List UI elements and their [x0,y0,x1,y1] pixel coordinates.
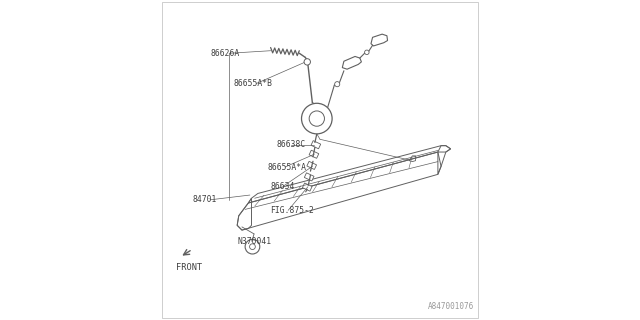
Text: 86655A*A: 86655A*A [268,163,307,172]
Text: 86626A: 86626A [210,49,239,58]
Text: 86655A*B: 86655A*B [234,79,273,88]
Polygon shape [303,183,312,191]
Text: FRONT: FRONT [176,263,202,272]
Polygon shape [342,56,362,69]
Circle shape [365,50,369,54]
Text: N370041: N370041 [237,237,271,246]
Circle shape [245,239,260,254]
Text: 86634: 86634 [271,182,295,191]
Polygon shape [371,34,388,46]
Polygon shape [307,161,317,170]
Polygon shape [309,150,319,158]
Text: 86638C: 86638C [277,140,306,149]
Polygon shape [305,173,314,181]
Circle shape [335,82,340,87]
Text: 84701: 84701 [193,195,217,204]
Text: A847001076: A847001076 [428,302,474,311]
Polygon shape [311,141,321,149]
Circle shape [304,59,310,65]
Circle shape [301,103,332,134]
Text: FIG.875-2: FIG.875-2 [271,206,314,215]
